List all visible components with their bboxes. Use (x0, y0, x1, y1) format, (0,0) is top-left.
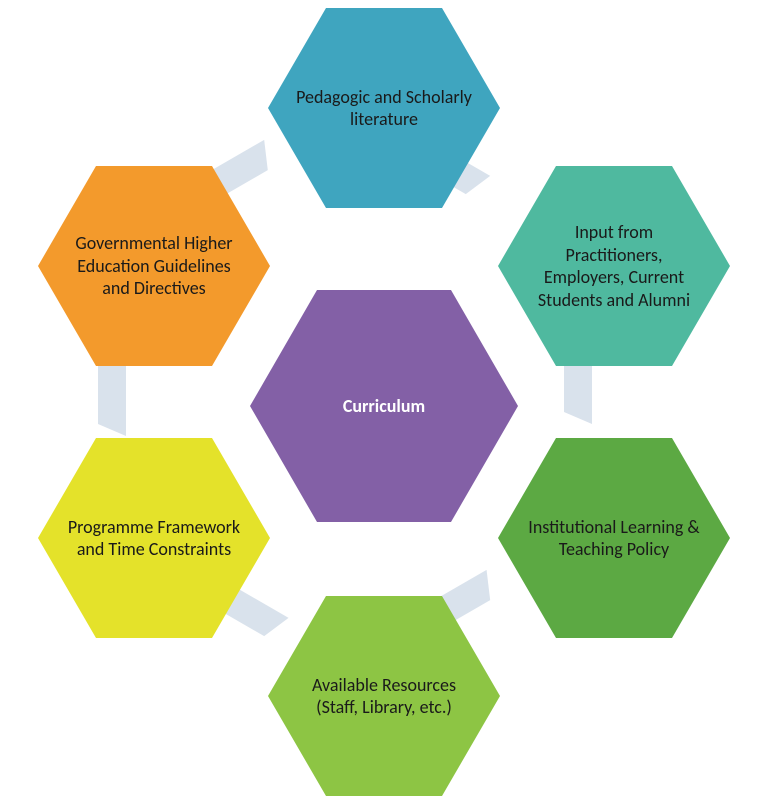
hex-right: Institutional Learning & Teaching Policy (498, 438, 730, 638)
hex-bottom: Available Resources (Staff, Library, etc… (268, 596, 500, 796)
hex-top: Pedagogic and Scholarly literature (268, 8, 500, 208)
hex-top-left: Governmental Higher Education Guidelines… (38, 166, 270, 366)
hex-top-label: Pedagogic and Scholarly literature (268, 86, 500, 131)
hex-bottom-left: Programme Framework and Time Constraints (38, 438, 270, 638)
hex-top-left-label: Governmental Higher Education Guidelines… (38, 232, 270, 300)
hex-bottom-label: Available Resources (Staff, Library, etc… (268, 674, 500, 719)
center-label: Curriculum (315, 395, 453, 418)
hex-center: Curriculum (250, 290, 518, 522)
hex-top-right-label: Input from Practitioners, Employers, Cur… (498, 221, 730, 311)
hex-bottom-left-label: Programme Framework and Time Constraints (38, 516, 270, 561)
hex-top-right: Input from Practitioners, Employers, Cur… (498, 166, 730, 366)
hexagon-diagram: Curriculum Pedagogic and Scholarly liter… (0, 0, 768, 805)
hex-right-label: Institutional Learning & Teaching Policy (498, 516, 730, 561)
